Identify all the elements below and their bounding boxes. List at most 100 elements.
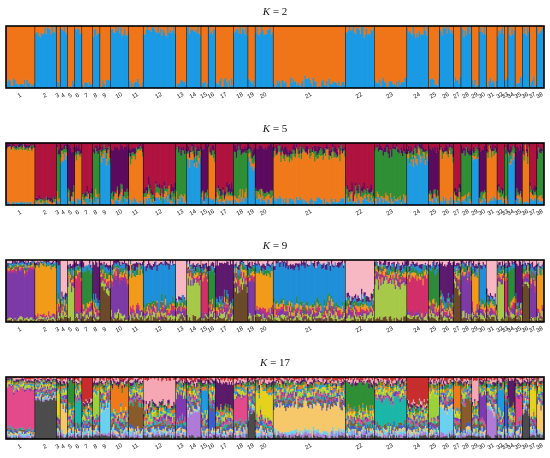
ancestry-segment [537, 145, 540, 148]
ancestry-segment [477, 84, 480, 88]
ancestry-segment [312, 26, 315, 78]
ancestry-segment [68, 144, 71, 191]
ancestry-segment [428, 145, 431, 194]
ancestry-segment [531, 195, 534, 201]
ancestry-segment [72, 26, 74, 81]
ancestry-segment [512, 145, 515, 154]
ancestry-segment [14, 26, 16, 81]
ancestry-segment [150, 193, 152, 200]
ancestry-segment [357, 193, 359, 195]
ancestry-segment [155, 197, 157, 205]
ancestry-segment [25, 148, 27, 150]
ancestry-segment [406, 148, 409, 155]
ancestry-segment [33, 268, 36, 270]
ancestry-segment [275, 154, 278, 156]
ancestry-segment [497, 26, 499, 37]
ancestry-segment [45, 33, 48, 88]
ancestry-segment [304, 75, 307, 88]
ancestry-segment [255, 32, 257, 88]
ancestry-segment [451, 30, 453, 88]
ancestry-segment [344, 26, 346, 86]
ancestry-segment [32, 266, 35, 270]
ancestry-segment [10, 270, 13, 274]
ancestry-segment [328, 159, 331, 204]
ancestry-segment [263, 193, 266, 200]
ancestry-segment [247, 26, 250, 79]
ancestry-segment [422, 152, 424, 154]
ancestry-segment [278, 143, 280, 145]
ancestry-segment [97, 147, 100, 155]
ancestry-segment [404, 148, 406, 154]
ancestry-segment [448, 200, 451, 205]
ancestry-segment [26, 145, 29, 148]
ancestry-segment [376, 191, 379, 198]
ancestry-segment [8, 271, 10, 273]
ancestry-segment [70, 196, 73, 202]
ancestry-segment [101, 162, 103, 205]
ancestry-segment [339, 200, 341, 205]
ancestry-segment [73, 143, 75, 147]
ancestry-segment [493, 149, 496, 151]
ancestry-segment [161, 193, 163, 198]
ancestry-segment [446, 26, 449, 34]
ancestry-segment [427, 149, 429, 153]
ancestry-segment [222, 143, 225, 187]
ancestry-segment [528, 32, 530, 88]
ancestry-segment [180, 155, 183, 195]
ancestry-segment [267, 146, 269, 193]
ancestry-segment [368, 26, 370, 34]
ancestry-segment [417, 145, 420, 149]
ancestry-segment [369, 34, 372, 88]
ancestry-segment [328, 150, 331, 156]
ancestry-segment [512, 143, 515, 146]
ancestry-segment [199, 151, 202, 157]
ancestry-segment [382, 143, 385, 150]
ancestry-segment [333, 147, 335, 152]
ancestry-segment [298, 154, 301, 158]
ancestry-segment [493, 82, 496, 88]
ancestry-segment [421, 156, 423, 158]
ancestry-segment [164, 188, 167, 192]
ancestry-segment [288, 162, 291, 199]
ancestry-segment [121, 184, 124, 190]
ancestry-segment [268, 193, 270, 195]
ancestry-segment [133, 197, 136, 205]
ancestry-segment [353, 194, 356, 197]
ancestry-segment [338, 147, 340, 150]
ancestry-segment [355, 143, 357, 184]
population-label: 6 [75, 92, 81, 99]
ancestry-segment [252, 156, 255, 164]
ancestry-segment [273, 157, 275, 201]
ancestry-segment [263, 143, 266, 150]
ancestry-segment [245, 188, 248, 197]
ancestry-segment [221, 26, 223, 87]
ancestry-segment [24, 201, 26, 205]
ancestry-segment [7, 147, 9, 148]
ancestry-segment [371, 198, 374, 202]
ancestry-segment [411, 155, 414, 157]
ancestry-segment [37, 201, 39, 202]
ancestry-segment [48, 143, 50, 198]
ancestry-segment [298, 157, 301, 200]
ancestry-segment [209, 143, 211, 147]
ancestry-segment [245, 148, 248, 154]
ancestry-segment [168, 26, 171, 33]
ancestry-segment [519, 145, 522, 192]
ancestry-segment [363, 143, 366, 183]
ancestry-segment [379, 79, 381, 88]
ancestry-segment [184, 150, 186, 155]
ancestry-segment [296, 144, 298, 148]
ancestry-segment [108, 150, 110, 159]
ancestry-segment [535, 26, 538, 86]
ancestry-segment [361, 143, 363, 188]
ancestry-segment [55, 195, 57, 197]
ancestry-segment [209, 197, 211, 205]
ancestry-segment [351, 201, 353, 205]
ancestry-segment [203, 148, 205, 201]
ancestry-segment [533, 188, 535, 191]
population-label: 37 [528, 92, 537, 101]
ancestry-segment [258, 194, 261, 199]
ancestry-segment [537, 199, 540, 205]
ancestry-segment [58, 198, 61, 205]
ancestry-segment [516, 146, 518, 189]
